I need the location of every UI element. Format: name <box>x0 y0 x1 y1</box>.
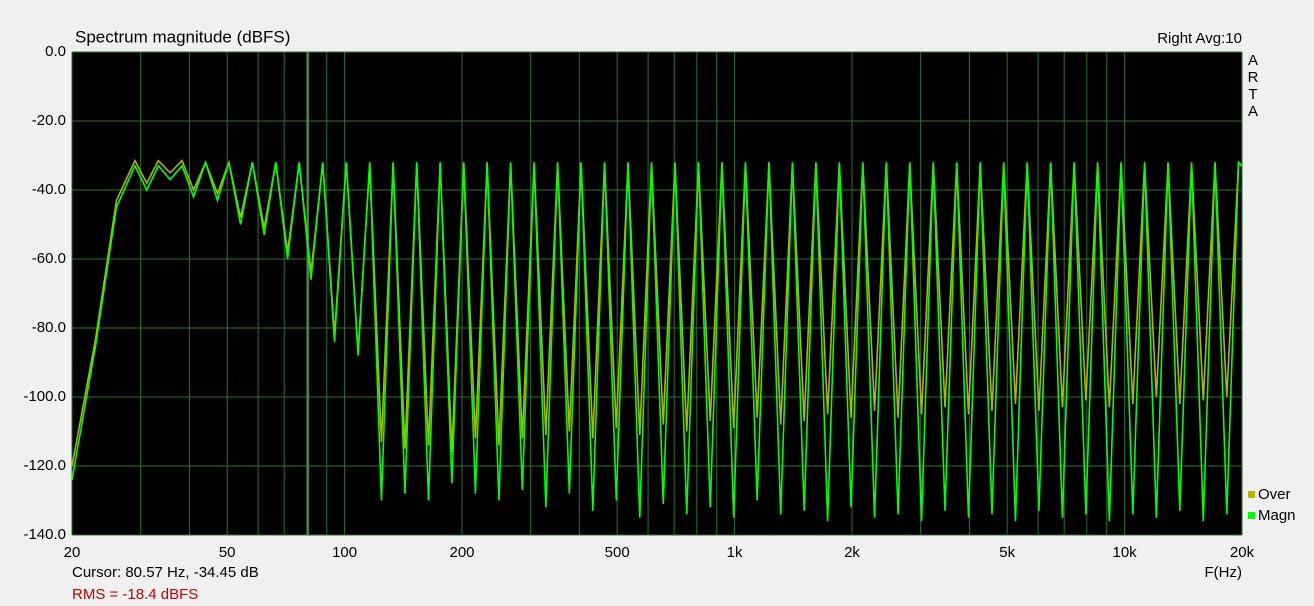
legend-swatch <box>1248 512 1255 519</box>
y-tick-label: -40.0 <box>32 181 66 198</box>
cursor-readout: Cursor: 80.57 Hz, -34.45 dB <box>72 564 259 581</box>
x-tick-label: 100 <box>332 544 357 561</box>
x-axis-label: F(Hz) <box>1205 564 1243 581</box>
x-tick-label: 2k <box>844 544 860 561</box>
legend-swatch <box>1248 491 1255 498</box>
brand-letter: A <box>1248 103 1258 120</box>
rms-readout: RMS = -18.4 dBFS <box>72 586 198 603</box>
y-tick-label: -20.0 <box>32 112 66 129</box>
channel-label: Right Avg:10 <box>1157 30 1242 47</box>
x-tick-label: 1k <box>727 544 743 561</box>
brand-letter: A <box>1248 52 1258 69</box>
y-tick-label: -120.0 <box>23 457 66 474</box>
y-tick-label: 0.0 <box>45 43 66 60</box>
x-tick-label: 50 <box>219 544 236 561</box>
x-tick-label: 10k <box>1113 544 1138 561</box>
brand-letter: T <box>1248 86 1257 103</box>
chart-title: Spectrum magnitude (dBFS) <box>75 27 290 46</box>
x-tick-label: 20k <box>1230 544 1255 561</box>
series-line <box>71 159 1243 522</box>
x-tick-label: 200 <box>449 544 474 561</box>
legend-label: Magn <box>1258 507 1296 524</box>
y-tick-label: -80.0 <box>32 319 66 336</box>
x-tick-label: 500 <box>605 544 630 561</box>
y-tick-label: -60.0 <box>32 250 66 267</box>
x-tick-label: 20 <box>64 544 81 561</box>
legend-label: Over <box>1258 486 1291 503</box>
y-tick-label: -140.0 <box>23 526 66 543</box>
x-tick-label: 5k <box>999 544 1015 561</box>
brand-letter: R <box>1248 69 1259 86</box>
y-tick-label: -100.0 <box>23 388 66 405</box>
